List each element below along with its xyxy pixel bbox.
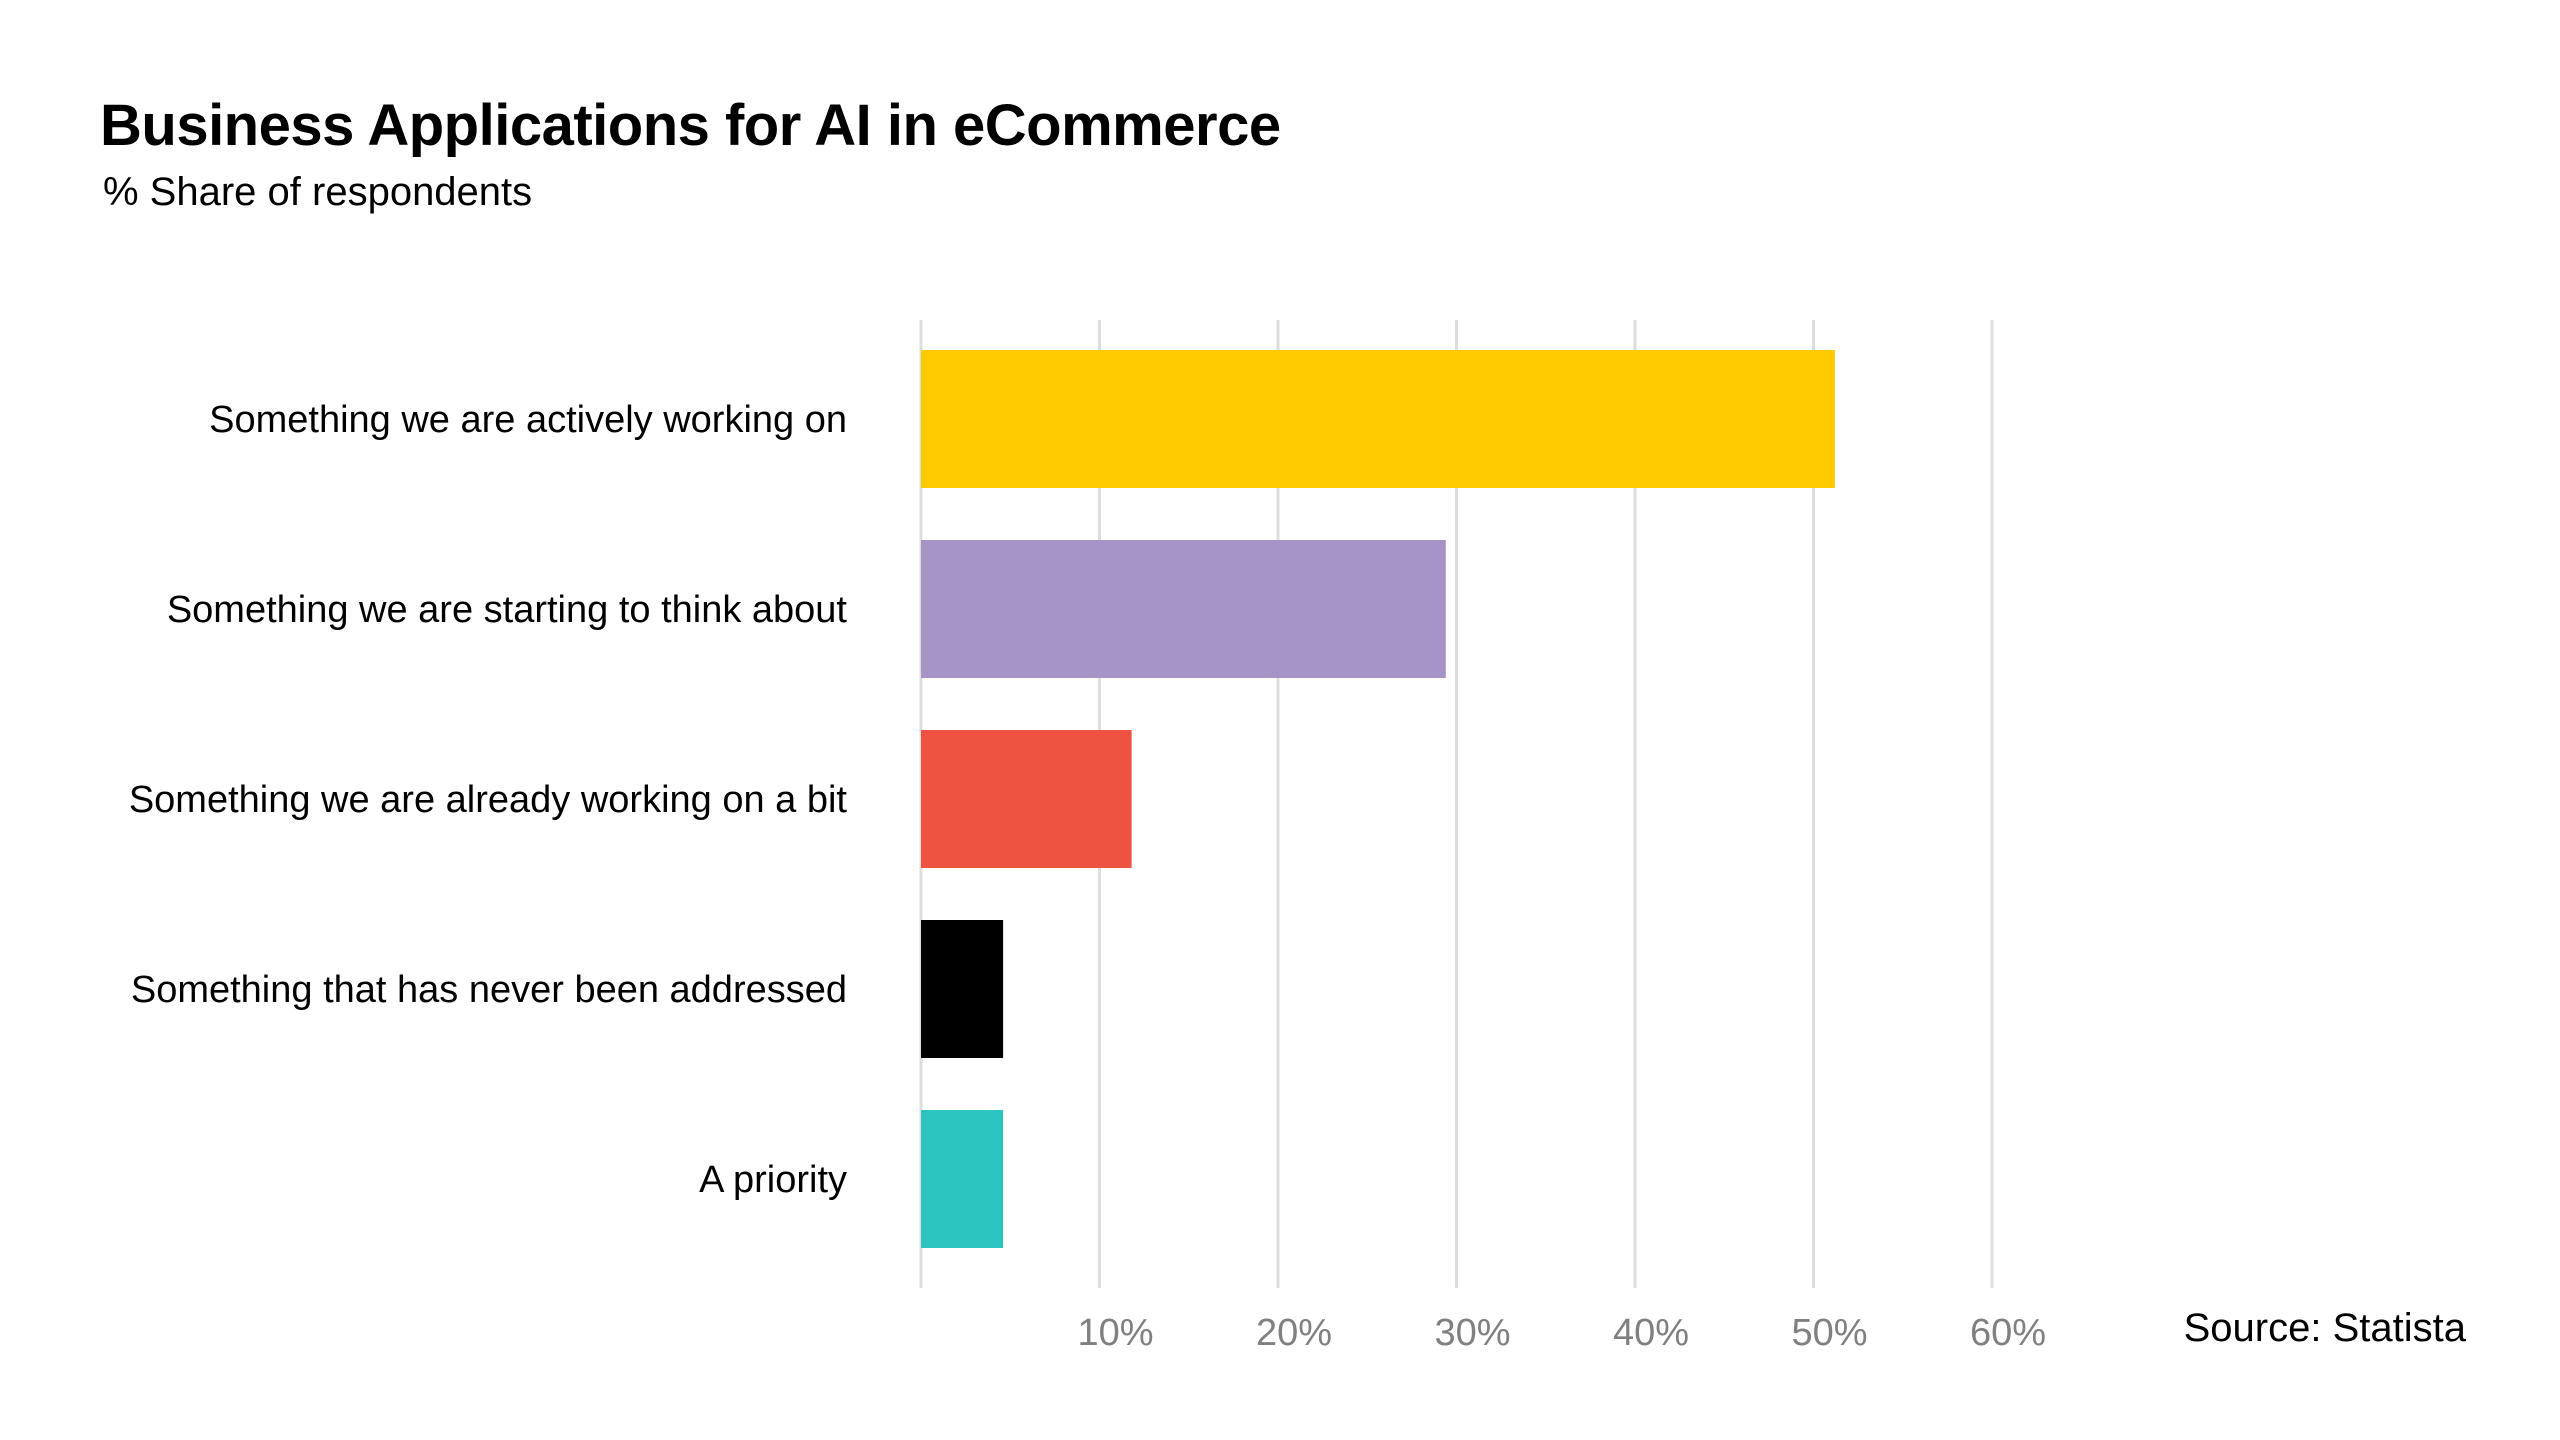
source-note: Source: Statista (2183, 1306, 2466, 1350)
x-tick-label: 50% (1791, 1312, 1867, 1354)
chart-title: Business Applications for AI in eCommerc… (100, 93, 1281, 158)
x-tick-label: 60% (1970, 1312, 2046, 1354)
bar (921, 1110, 1004, 1248)
chart-subtitle: % Share of respondents (103, 170, 533, 214)
category-label: Something that has never been addressed (131, 969, 847, 1011)
category-label: Something we are starting to think about (167, 589, 848, 631)
bar (921, 730, 1132, 868)
x-tick-label: 30% (1434, 1312, 1510, 1354)
x-tick-label: 20% (1256, 1312, 1332, 1354)
category-label: A priority (699, 1159, 847, 1201)
bar (921, 920, 1004, 1058)
bar (921, 540, 1446, 678)
category-label: Something we are already working on a bi… (129, 779, 848, 821)
category-label: Something we are actively working on (209, 399, 847, 441)
x-tick-label: 40% (1613, 1312, 1689, 1354)
bar (921, 350, 1835, 488)
x-tick-label: 10% (1077, 1312, 1153, 1354)
